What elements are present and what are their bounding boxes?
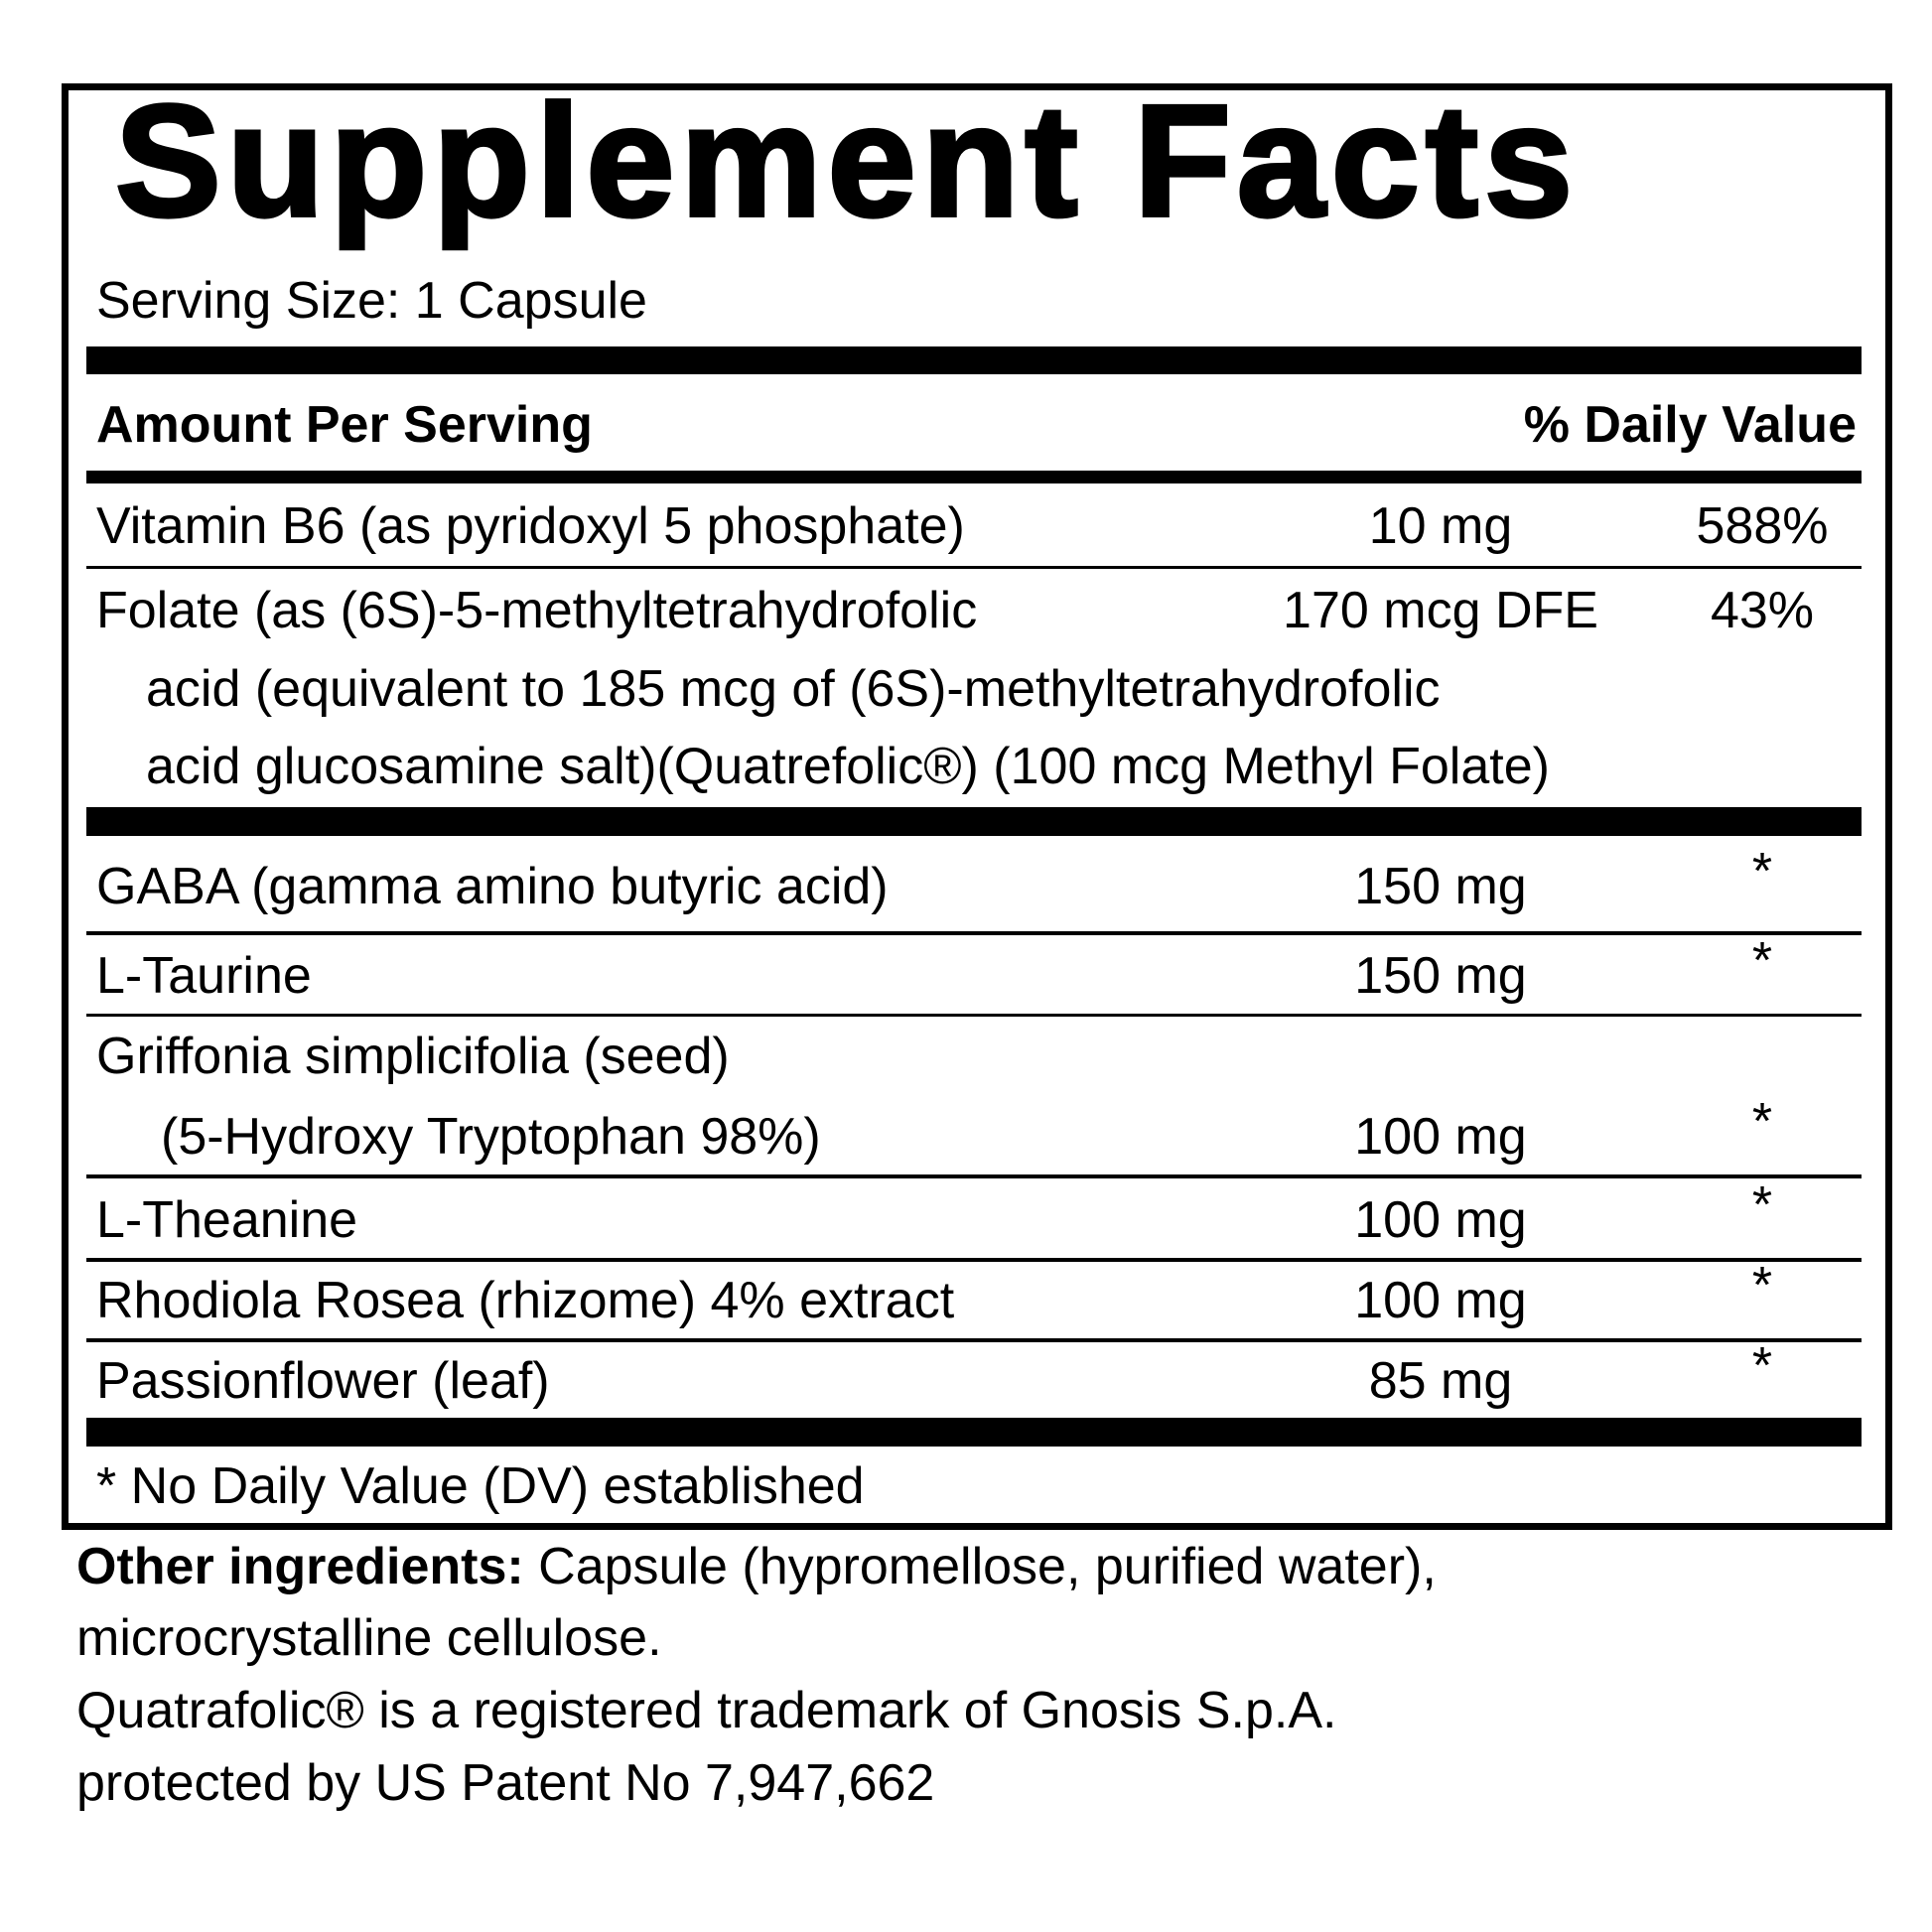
ingredient-name-cont: (5-Hydroxy Tryptophan 98%) [161, 1108, 821, 1166]
footnote: * No Daily Value (DV) established [96, 1457, 865, 1515]
ingredient-amount: 85 mg [1368, 1352, 1513, 1410]
ingredient-amount: 150 mg [1354, 858, 1527, 915]
ingredient-amount: 10 mg [1368, 497, 1513, 555]
other-ingredients-label: Other ingredients: [76, 1538, 524, 1595]
other-ingredients-text: Capsule (hypromellose, purified water), [523, 1538, 1437, 1595]
ingredient-name: Griffonia simplicifolia (seed) [96, 1028, 730, 1085]
other-ingredients-line: microcrystalline cellulose. [76, 1609, 662, 1667]
ingredient-dv: * [1751, 1093, 1773, 1151]
trademark-note: Quatrafolic® is a registered trademark o… [76, 1682, 1337, 1739]
divider-medium [86, 471, 1862, 483]
ingredient-dv: * [1751, 1176, 1773, 1234]
divider-thick [86, 1418, 1862, 1447]
ingredient-name: Rhodiola Rosea (rhizome) 4% extract [96, 1272, 955, 1329]
ingredient-amount: 100 mg [1354, 1191, 1527, 1249]
ingredient-dv: * [1751, 843, 1773, 900]
ingredient-dv: * [1751, 1257, 1773, 1314]
ingredient-amount: 100 mg [1354, 1108, 1527, 1166]
ingredient-name: Passionflower (leaf) [96, 1352, 550, 1410]
divider-thin [86, 1174, 1862, 1178]
amount-per-serving-header: Amount Per Serving [96, 396, 593, 454]
divider-thin [86, 1258, 1862, 1262]
ingredient-amount: 150 mg [1354, 947, 1527, 1005]
panel-title: Supplement Facts [113, 71, 1580, 249]
ingredient-dv: 43% [1710, 582, 1815, 639]
ingredient-name-cont: acid glucosamine salt)(Quatrefolic®) (10… [146, 738, 1550, 795]
ingredient-dv: * [1751, 1337, 1773, 1395]
daily-value-header: % Daily Value [1523, 396, 1857, 454]
divider-thin [86, 931, 1862, 935]
divider-thick [86, 807, 1862, 836]
ingredient-dv: 588% [1696, 497, 1829, 555]
supplement-facts-panel [62, 83, 1892, 1530]
ingredient-amount: 170 mcg DFE [1283, 582, 1598, 639]
divider-thin [86, 566, 1862, 569]
other-ingredients-line: Other ingredients: Capsule (hypromellose… [76, 1537, 1437, 1596]
patent-note: protected by US Patent No 7,947,662 [76, 1754, 935, 1812]
ingredient-name-cont: acid (equivalent to 185 mcg of (6S)-meth… [146, 660, 1441, 718]
divider-thick [86, 346, 1862, 374]
serving-size: Serving Size: 1 Capsule [96, 272, 647, 330]
ingredient-name: L-Theanine [96, 1191, 358, 1249]
divider-thin [86, 1014, 1862, 1017]
divider-thin [86, 1338, 1862, 1342]
ingredient-amount: 100 mg [1354, 1272, 1527, 1329]
ingredient-name: Vitamin B6 (as pyridoxyl 5 phosphate) [96, 497, 965, 555]
ingredient-name: L-Taurine [96, 947, 312, 1005]
ingredient-name: GABA (gamma amino butyric acid) [96, 858, 889, 915]
ingredient-dv: * [1751, 932, 1773, 990]
ingredient-name: Folate (as (6S)-5-methyltetrahydrofolic [96, 582, 978, 639]
